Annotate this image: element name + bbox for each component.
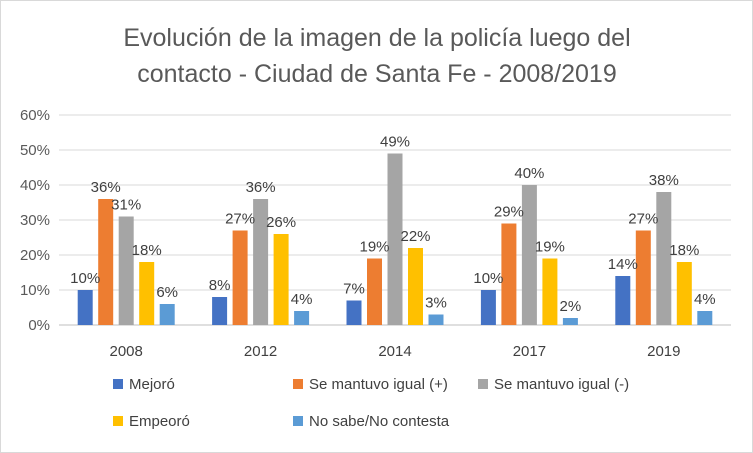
y-tick-label: 0% xyxy=(28,317,50,334)
legend-item: Se mantuvo igual (-) xyxy=(478,376,629,393)
bar xyxy=(159,304,175,325)
data-label: 36% xyxy=(246,179,276,196)
legend-swatch xyxy=(293,379,303,389)
data-label: 6% xyxy=(156,284,178,301)
bar xyxy=(253,199,269,325)
bar xyxy=(98,199,114,325)
bar xyxy=(408,248,423,325)
bar xyxy=(676,262,692,325)
data-label: 36% xyxy=(91,179,121,196)
x-axis-categories: 2008 2012 2014 2017 2019 xyxy=(110,343,681,360)
data-label: 27% xyxy=(225,211,255,228)
bar xyxy=(387,153,403,325)
data-label: 19% xyxy=(359,239,389,256)
data-label: 29% xyxy=(494,204,524,221)
data-label: 49% xyxy=(380,134,410,151)
y-tick-label: 20% xyxy=(20,247,50,264)
y-tick-label: 10% xyxy=(20,282,50,299)
bar xyxy=(77,290,93,325)
bar xyxy=(656,192,672,325)
bar xyxy=(635,230,651,325)
data-label: 4% xyxy=(694,291,716,308)
data-label: 22% xyxy=(400,228,430,245)
legend-label: Mejoró xyxy=(129,376,175,393)
bar xyxy=(118,216,134,325)
data-label: 10% xyxy=(473,270,503,287)
x-tick-label: 2008 xyxy=(110,343,143,360)
bar xyxy=(697,311,713,325)
data-label: 3% xyxy=(425,295,447,312)
data-label: 7% xyxy=(343,281,365,298)
data-label: 27% xyxy=(628,211,658,228)
legend-swatch xyxy=(478,379,488,389)
data-label: 26% xyxy=(266,214,296,231)
data-label: 40% xyxy=(514,165,544,182)
legend-item: Se mantuvo igual (+) xyxy=(293,376,448,393)
legend-item: Mejoró xyxy=(113,376,175,393)
data-label: 19% xyxy=(535,239,565,256)
bar xyxy=(273,234,289,325)
legend-item: No sabe/No contesta xyxy=(293,413,450,430)
data-label: 18% xyxy=(669,242,699,259)
y-tick-label: 50% xyxy=(20,142,50,159)
data-label: 38% xyxy=(649,172,679,189)
bar xyxy=(212,297,228,325)
legend-item: Empeoró xyxy=(113,413,190,430)
data-label: 8% xyxy=(209,277,231,294)
legend-swatch xyxy=(113,416,123,426)
bar xyxy=(428,314,444,325)
x-tick-label: 2014 xyxy=(378,343,411,360)
data-label: 14% xyxy=(608,256,638,273)
bars xyxy=(77,153,713,325)
data-label: 18% xyxy=(132,242,162,259)
legend-label: Se mantuvo igual (-) xyxy=(494,376,629,393)
data-label: 4% xyxy=(291,291,313,308)
legend-label: Se mantuvo igual (+) xyxy=(309,376,448,393)
y-tick-label: 40% xyxy=(20,177,50,194)
y-tick-label: 60% xyxy=(20,107,50,124)
x-tick-label: 2012 xyxy=(244,343,277,360)
bar xyxy=(346,300,362,325)
bar xyxy=(139,262,155,325)
bar xyxy=(562,318,578,325)
legend-swatch xyxy=(293,416,303,426)
legend-swatch xyxy=(113,379,123,389)
bar xyxy=(232,230,248,325)
chart-title-line-2: contacto - Ciudad de Santa Fe - 2008/201… xyxy=(137,60,617,88)
y-tick-label: 30% xyxy=(20,212,50,229)
bar xyxy=(615,276,631,325)
bar xyxy=(367,258,382,325)
bar xyxy=(542,258,558,325)
legend: Mejoró Se mantuvo igual (+) Se mantuvo igu… xyxy=(113,376,629,430)
bar xyxy=(521,185,537,325)
data-labels: 10%36%31%18%6% 8%27%36%26%4%7%19%49%22%3%… xyxy=(70,134,715,316)
x-tick-label: 2019 xyxy=(647,343,680,360)
y-axis-ticks: 0% 10% 20% 30% 40% 50% 60% xyxy=(20,107,50,334)
bar xyxy=(501,223,517,325)
chart-title-line-1: Evolución de la imagen de la policía lue… xyxy=(123,24,630,52)
data-label: 31% xyxy=(111,197,141,214)
bar xyxy=(480,290,496,325)
x-tick-label: 2017 xyxy=(513,343,546,360)
legend-label: No sabe/No contesta xyxy=(309,413,450,430)
data-label: 2% xyxy=(560,298,582,315)
legend-label: Empeoró xyxy=(129,413,190,430)
bar xyxy=(294,311,310,325)
data-label: 10% xyxy=(70,270,100,287)
